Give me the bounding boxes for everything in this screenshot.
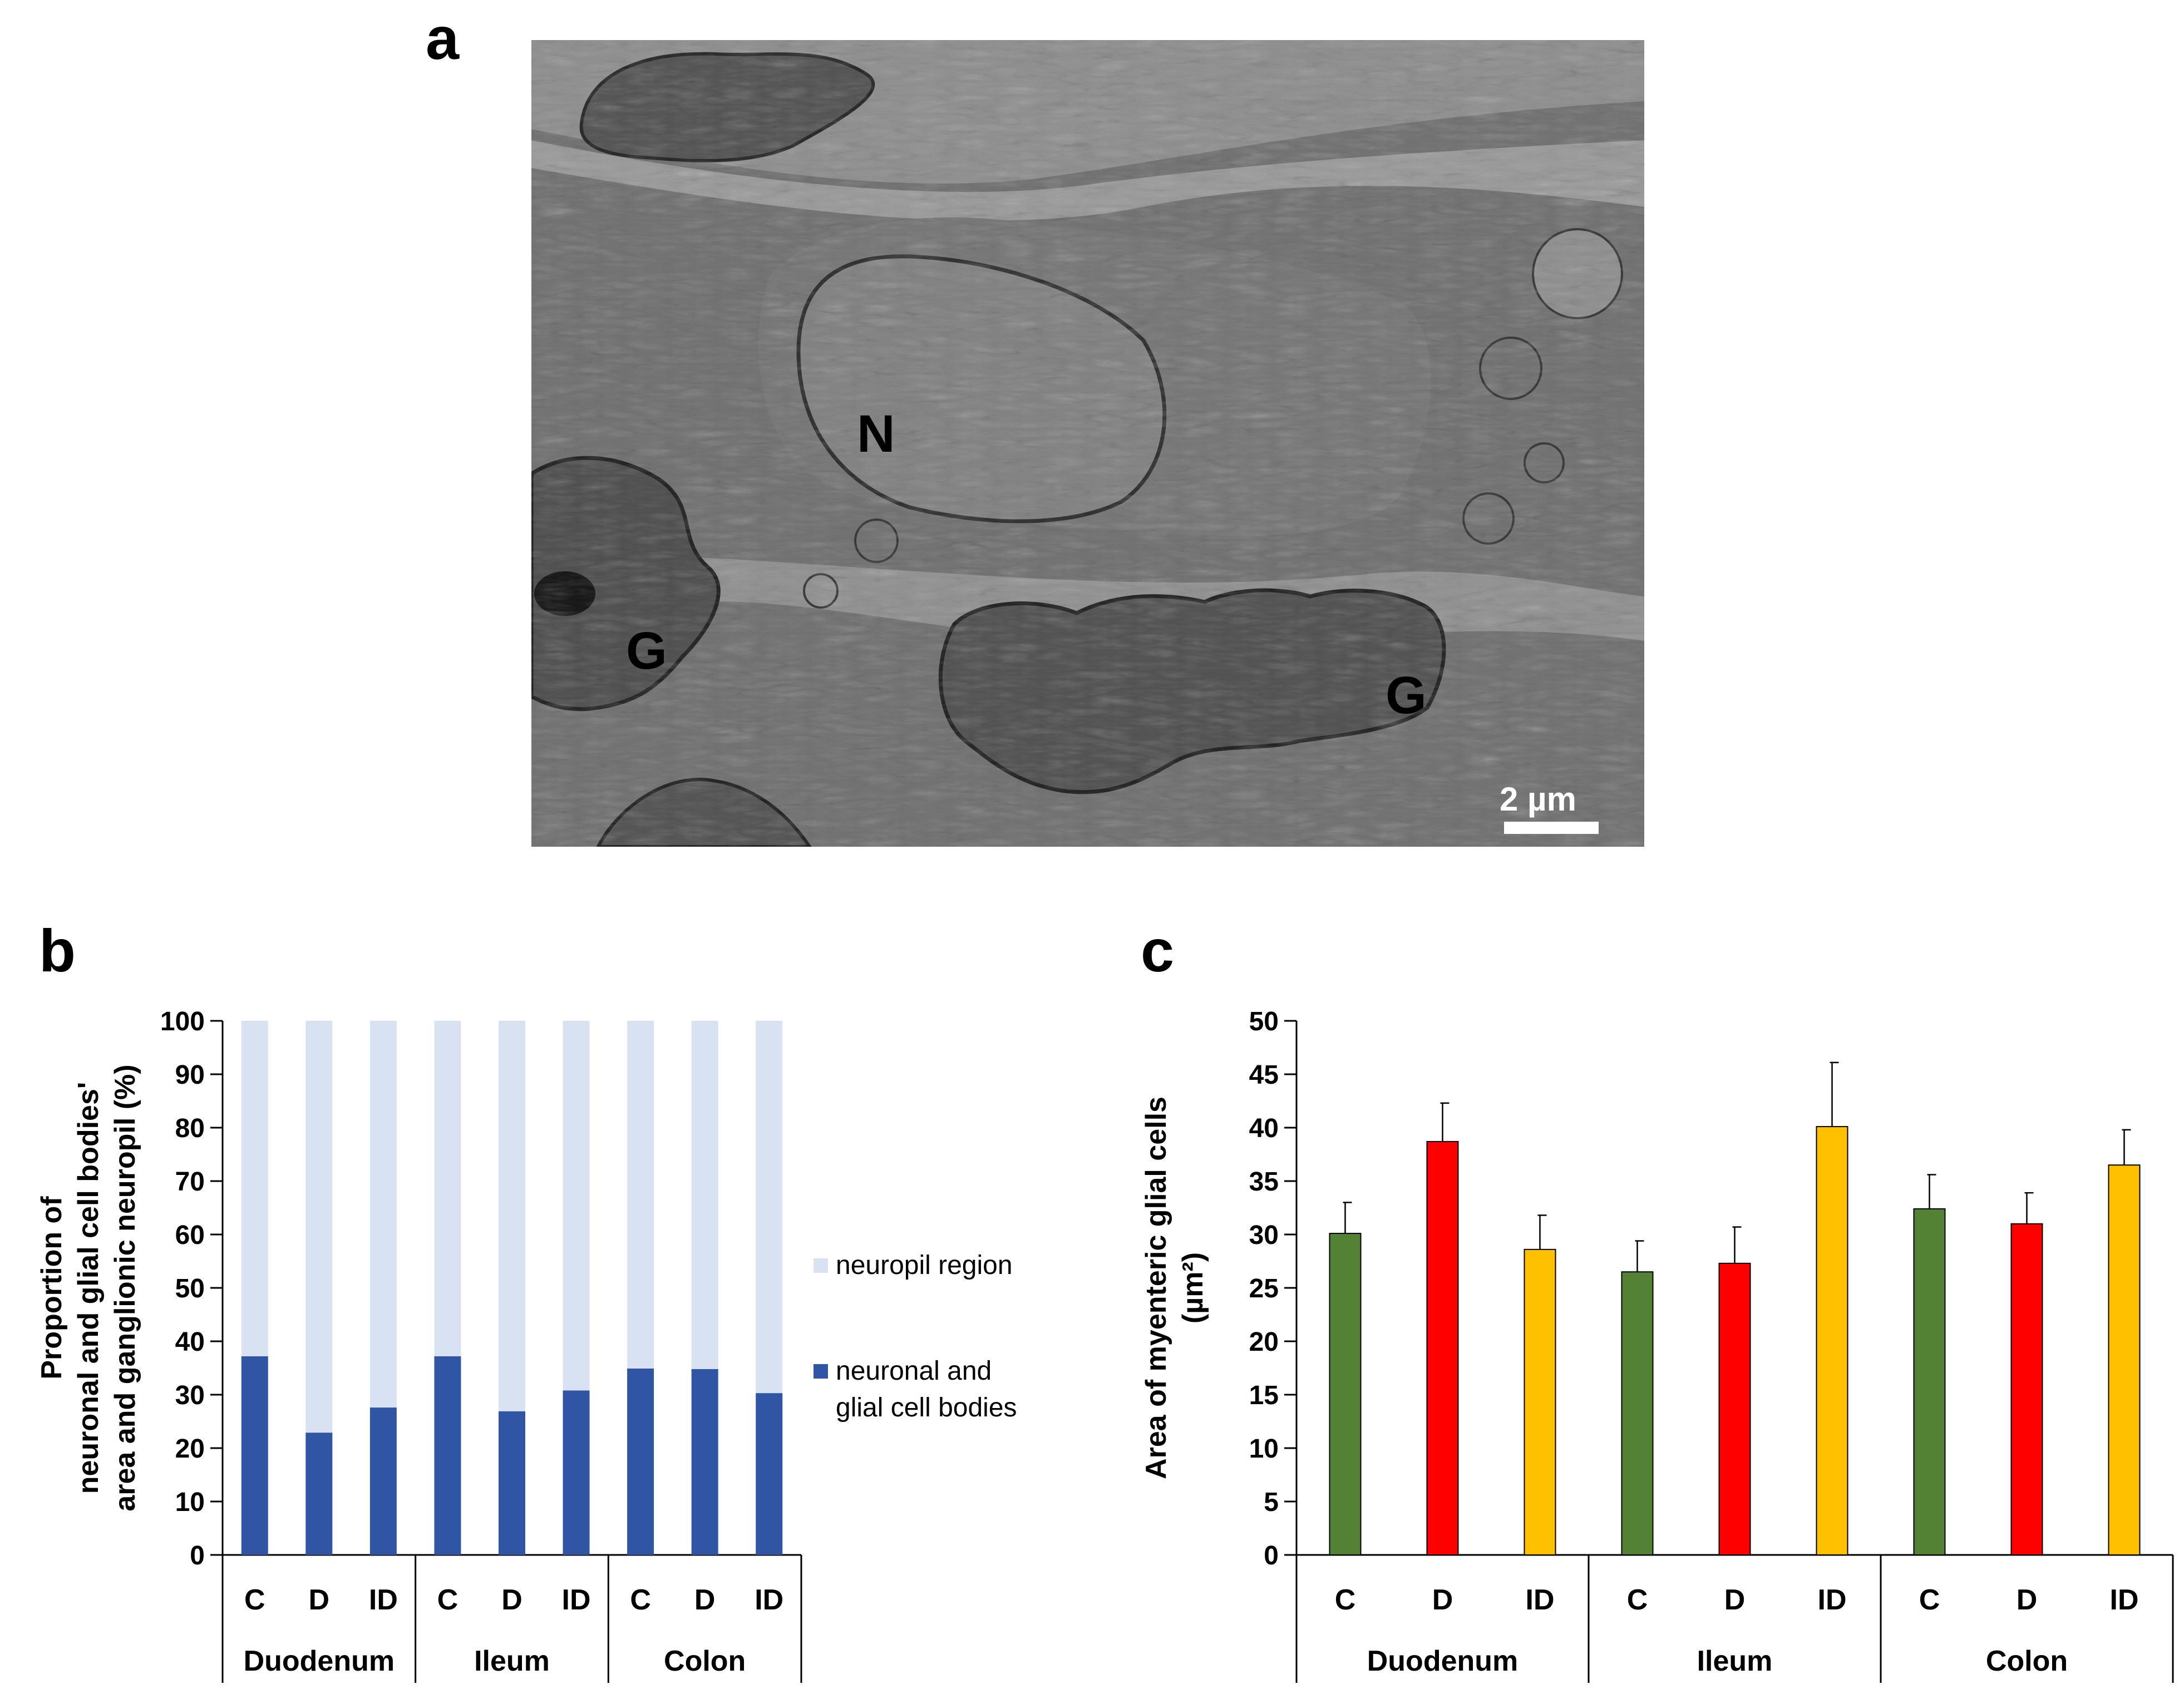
y-tick-label: 10 [1249,1434,1279,1464]
x-category-label: C [1919,1584,1940,1616]
x-category-label: ID [369,1584,398,1616]
x-category-label: ID [755,1584,783,1616]
x-category-label: ID [562,1584,591,1616]
bar-cell-bodies [691,1369,718,1555]
x-category-label: ID [1526,1584,1555,1616]
glia-label-right: G [1386,666,1427,725]
bar [1913,1208,1946,1556]
bar-neuropil [756,1021,783,1394]
x-category-label: ID [1818,1584,1847,1616]
bar-cell-bodies [369,1407,397,1555]
y-tick-label: 15 [1249,1381,1279,1410]
legend-label-neuropil: neuropil region [836,1251,1013,1280]
y-tick-label: 50 [175,1274,205,1303]
panel-b-letter: b [39,917,76,984]
bar-cell-bodies [563,1390,590,1555]
bar [1718,1262,1751,1555]
y-axis-label-line: area and ganglionic neuropil (%) [109,1064,141,1511]
legend-swatch-cell-bodies [814,1364,828,1379]
y-tick-label: 10 [175,1488,205,1517]
legend-label-line: neuronal and [836,1356,992,1386]
x-group-label: Duodenum [1367,1645,1519,1677]
bar-cell-bodies [241,1356,268,1555]
y-axis-label-line: Proportion of [36,1196,68,1380]
x-category-label: D [309,1584,330,1616]
y-axis-label: Proportion of neuronal and glial cell bod… [36,1064,141,1511]
x-category-label: D [501,1584,522,1616]
x-category-label: C [630,1584,651,1616]
scale-bar-label: 2 µm [1500,781,1576,818]
y-tick-label: 30 [175,1381,205,1410]
bar [2010,1223,2043,1555]
x-category-label: ID [2110,1584,2139,1616]
x-group-label: Colon [1986,1645,2068,1677]
y-tick-label: 0 [190,1541,205,1570]
x-group-label: Colon [664,1645,746,1677]
x-category-label: C [1335,1584,1356,1616]
y-axis-label-line: Area of myenteric glial cells [1140,1097,1172,1479]
bar-neuropil [563,1021,590,1391]
bar [1621,1271,1654,1555]
bar [1524,1248,1556,1555]
y-tick-label: 40 [1249,1114,1279,1143]
y-tick-label: 20 [1249,1327,1279,1357]
bar-cell-bodies [305,1433,333,1555]
bar-neuropil [499,1021,525,1411]
y-tick-label: 70 [175,1167,205,1197]
bar-neuropil [305,1021,333,1433]
bar-cell-bodies [499,1411,525,1555]
y-tick-label: 90 [175,1060,205,1090]
y-tick-label: 80 [175,1114,205,1143]
x-group-label: Duodenum [244,1645,395,1677]
bar-neuropil [627,1021,654,1369]
y-tick-label: 0 [1264,1541,1279,1570]
y-tick-label: 25 [1249,1274,1279,1303]
glia-label-left: G [626,621,667,680]
x-category-label: C [1627,1584,1648,1616]
panel-c-letter: c [1141,917,1175,984]
bar-cell-bodies [434,1356,461,1555]
x-category-label: C [437,1584,459,1616]
neuron-label: N [857,404,895,463]
x-category-label: D [1432,1584,1453,1616]
y-tick-label: 50 [1249,1007,1279,1036]
y-tick-label: 35 [1249,1167,1279,1197]
electron-micrograph: N G G 2 µm [531,40,1644,847]
y-axis-label-line: neuronal and glial cell bodies' [72,1082,105,1494]
bar [1329,1233,1362,1555]
x-group-label: Ileum [474,1645,550,1677]
bar-neuropil [434,1021,461,1356]
x-category-label: D [2017,1584,2038,1616]
legend-swatch-neuropil [814,1258,828,1273]
bar-neuropil [369,1021,397,1408]
panel-a-letter: a [426,4,460,72]
micrograph-image: N G G 2 µm [531,40,1644,847]
y-tick-label: 30 [1249,1221,1279,1250]
y-tick-label: 5 [1264,1488,1279,1517]
legend-label-line: glial cell bodies [836,1393,1017,1423]
y-tick-label: 100 [160,1007,205,1036]
x-group-label: Ileum [1697,1645,1773,1677]
legend: neuropil region neuronal and glial cell bo… [814,1251,1017,1423]
y-tick-label: 40 [175,1327,205,1357]
y-tick-label: 60 [175,1221,205,1250]
y-tick-label: 45 [1249,1060,1279,1090]
x-category-label: D [694,1584,716,1616]
x-category-label: C [244,1584,265,1616]
bar [1816,1126,1848,1555]
chart-b: 0 10 20 30 40 50 60 70 80 90 100 C D ID C D ID C D ID Duoden… [36,1007,1017,1683]
y-axis-label-line: (µm²) [1177,1252,1209,1323]
bar-neuropil [691,1021,718,1369]
y-tick-label: 20 [175,1434,205,1464]
scale-bar [1504,822,1599,834]
bar [1426,1140,1459,1555]
legend-label-cell-bodies: neuronal and glial cell bodies [836,1356,1017,1423]
bar-neuropil [241,1021,268,1356]
bar-cell-bodies [756,1393,783,1555]
bar-cell-bodies [627,1368,654,1555]
y-axis-label: Area of myenteric glial cells (µm²) [1140,1097,1209,1479]
bar [2108,1164,2141,1555]
x-category-label: D [1724,1584,1746,1616]
